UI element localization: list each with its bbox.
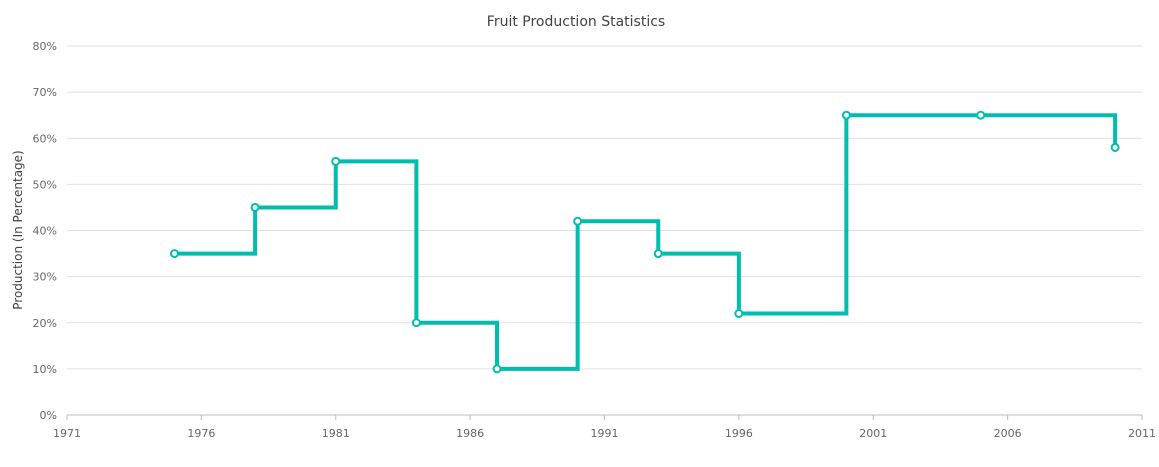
data-point-marker[interactable] bbox=[170, 249, 179, 259]
y-tick-label: 40% bbox=[33, 225, 57, 238]
x-tick-label: 1981 bbox=[322, 427, 350, 440]
data-point-marker[interactable] bbox=[976, 110, 986, 120]
y-tick-label: 80% bbox=[33, 40, 57, 53]
y-tick-label: 0% bbox=[40, 409, 57, 422]
y-axis-title: Production (In Percentage) bbox=[11, 150, 25, 310]
y-tick-label: 10% bbox=[33, 363, 57, 376]
chart-title: Fruit Production Statistics bbox=[487, 14, 665, 30]
y-tick-label: 20% bbox=[33, 317, 57, 330]
data-point-marker[interactable] bbox=[411, 318, 421, 328]
data-point-marker[interactable] bbox=[1110, 142, 1120, 152]
y-tick-label: 60% bbox=[33, 132, 57, 145]
x-tick-label: 1991 bbox=[591, 427, 619, 440]
data-point-marker[interactable] bbox=[250, 202, 260, 212]
data-point-marker[interactable] bbox=[841, 110, 851, 120]
x-tick-label: 1986 bbox=[456, 427, 484, 440]
x-tick-label: 2001 bbox=[859, 427, 887, 440]
x-tick-label: 2006 bbox=[994, 427, 1022, 440]
x-tick-label: 1976 bbox=[187, 427, 215, 440]
data-point-marker[interactable] bbox=[331, 156, 341, 166]
x-tick-label: 1971 bbox=[53, 427, 81, 440]
series-line bbox=[174, 113, 1118, 371]
x-tick-label: 2011 bbox=[1128, 427, 1156, 440]
x-tick-label: 1996 bbox=[725, 427, 753, 440]
series bbox=[170, 110, 1120, 374]
data-point-marker[interactable] bbox=[653, 249, 663, 259]
axes: 0% 10% 20% 30% 40% 50% 60% 70% 80% 1971 1976 1981 19… bbox=[33, 40, 1156, 440]
data-point-marker[interactable] bbox=[734, 309, 744, 319]
gridlines bbox=[67, 45, 1142, 370]
data-point-marker[interactable] bbox=[492, 364, 502, 374]
y-tick-label: 30% bbox=[33, 271, 57, 284]
data-point-marker[interactable] bbox=[573, 216, 583, 226]
y-tick-label: 50% bbox=[33, 178, 57, 191]
y-tick-label: 70% bbox=[33, 86, 57, 99]
